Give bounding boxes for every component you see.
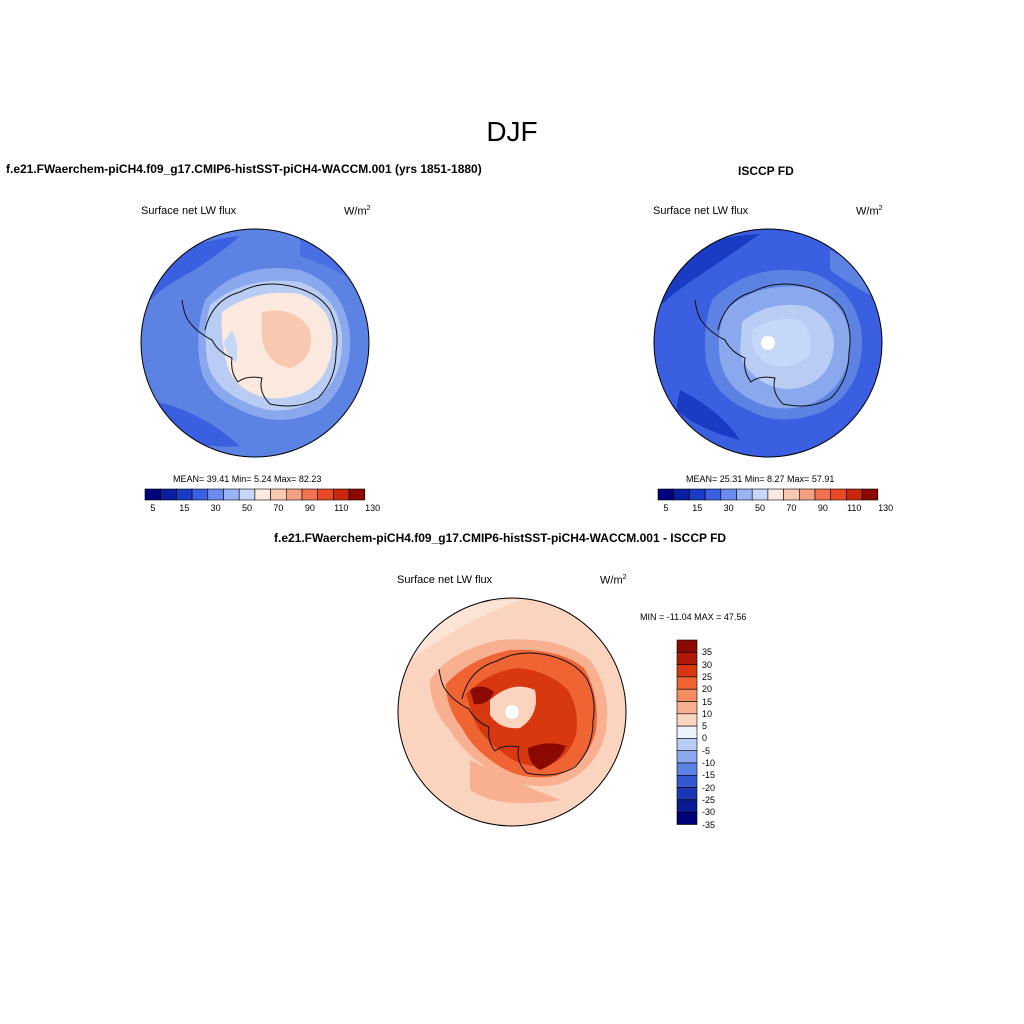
colorbar-tick-label: 90 [304, 503, 315, 513]
colorbar-tick-label: -30 [702, 807, 716, 818]
coastline-obs [694, 283, 851, 407]
colorbar-cell [814, 488, 831, 501]
variable-label-model: Surface net LW flux [141, 205, 237, 217]
colorbar-tick-label: 90 [817, 503, 828, 513]
colorbar-cell [676, 664, 698, 678]
colorbar-cell [798, 488, 816, 501]
colorbar-cell [736, 488, 753, 501]
colorbar-tick-label: 110 [847, 503, 862, 513]
colorbar-tick-label: 30 [210, 503, 221, 513]
colorbar-cell [689, 488, 706, 501]
colorbar-tick-label: 35 [702, 647, 713, 658]
colorbar-cell [160, 488, 177, 501]
colorbar-tick-label: 70 [273, 503, 284, 513]
colorbar-cell [191, 488, 209, 501]
variable-label-obs: Surface net LW flux [653, 205, 749, 217]
colorbar-cell [333, 488, 350, 501]
stats-diff: MIN = -11.04 MAX = 47.56 [640, 612, 747, 622]
colorbar-cell [207, 488, 224, 501]
colorbar-tick-label: 10 [702, 708, 713, 719]
colorbar-cell [657, 488, 674, 501]
colorbar-cell [676, 713, 698, 727]
colorbar-tick-label: 5 [150, 503, 156, 513]
panel-title-model: f.e21.FWaerchem-piCH4.f09_g17.CMIP6-hist… [6, 162, 482, 176]
colorbar-tick-label: 0 [702, 733, 708, 744]
colorbar-tick-label: -5 [702, 745, 711, 756]
map-model [141, 229, 369, 457]
colorbar-tick-label: -10 [702, 758, 716, 768]
variable-label-diff: Surface net LW flux [397, 574, 493, 586]
colorbar-cell [676, 701, 698, 715]
colorbar-cell [223, 488, 240, 501]
colorbar-cell [676, 774, 698, 788]
colorbar-model [144, 488, 366, 501]
colorbar-cell [720, 488, 737, 501]
colorbar-cell [673, 488, 690, 501]
colorbar-cell [676, 811, 698, 825]
coastline-diff [438, 652, 595, 776]
colorbar-cell [830, 488, 847, 501]
coastline-model [181, 283, 338, 407]
map-obs [654, 229, 882, 457]
colorbar-tick-label: 15 [702, 696, 713, 707]
colorbar-tick-label: 50 [755, 503, 766, 513]
colorbar-cell [676, 676, 698, 690]
colorbar-cell [704, 488, 722, 501]
colorbar-tick-label: 70 [786, 503, 797, 513]
colorbar-cell [676, 651, 698, 665]
colorbar-cell [144, 488, 161, 501]
colorbar-cell [317, 488, 334, 501]
colorbar-cell [751, 488, 769, 501]
colorbar-tick-label: -25 [702, 794, 716, 805]
colorbar-cell [676, 787, 698, 801]
colorbar-tick-label: 5 [663, 503, 669, 513]
colorbar-tick-label: 30 [723, 503, 734, 513]
colorbar-cell [676, 738, 698, 752]
colorbar-obs [657, 488, 879, 501]
colorbar-tick-label: 5 [702, 721, 708, 732]
colorbar-cell [176, 488, 193, 501]
colorbar-tick-label: 30 [702, 659, 713, 670]
colorbar-cell [238, 488, 256, 501]
colorbar-cell [348, 488, 366, 501]
panel-title-obs: ISCCP FD [738, 164, 794, 178]
colorbar-cell [861, 488, 879, 501]
colorbar-cell [676, 688, 698, 702]
colorbar-tick-label: 25 [702, 671, 713, 682]
units-label-diff: W/m2 [600, 574, 627, 587]
colorbar-cell [783, 488, 800, 501]
colorbar-cell [270, 488, 287, 501]
colorbar-tick-label: -15 [702, 770, 716, 781]
panel-title-diff: f.e21.FWaerchem-piCH4.f09_g17.CMIP6-hist… [274, 531, 727, 545]
colorbar-tick-label: 130 [365, 503, 381, 513]
stats-model: MEAN= 39.41 Min= 5.24 Max= 82.23 [173, 474, 322, 484]
units-label-obs: W/m2 [856, 205, 883, 218]
colorbar-cell [676, 762, 698, 776]
colorbar-tick-label: 130 [878, 503, 894, 513]
colorbar-tick-label: 15 [179, 503, 190, 513]
colorbar-cell [767, 488, 784, 501]
figure-title: DJF [486, 116, 538, 147]
colorbar-cell [301, 488, 318, 501]
colorbar-tick-label: 20 [702, 684, 713, 695]
colorbar-cell [846, 488, 863, 501]
map-diff [398, 598, 626, 826]
colorbar-tick-label: -20 [702, 782, 716, 793]
colorbar-cell [254, 488, 271, 501]
colorbar-tick-label: 50 [242, 503, 253, 513]
colorbar-cell [285, 488, 303, 501]
colorbar-tick-label: -35 [702, 819, 716, 830]
colorbar-cell [676, 799, 698, 813]
colorbar-cell [676, 750, 698, 764]
stats-obs: MEAN= 25.31 Min= 8.27 Max= 57.91 [686, 474, 835, 484]
colorbar-tick-label: 15 [692, 503, 703, 513]
colorbar-diff [676, 639, 698, 825]
colorbar-tick-label: 110 [334, 503, 349, 513]
units-label-model: W/m2 [344, 205, 371, 218]
colorbar-cell [676, 725, 698, 739]
colorbar-cell [676, 639, 698, 653]
